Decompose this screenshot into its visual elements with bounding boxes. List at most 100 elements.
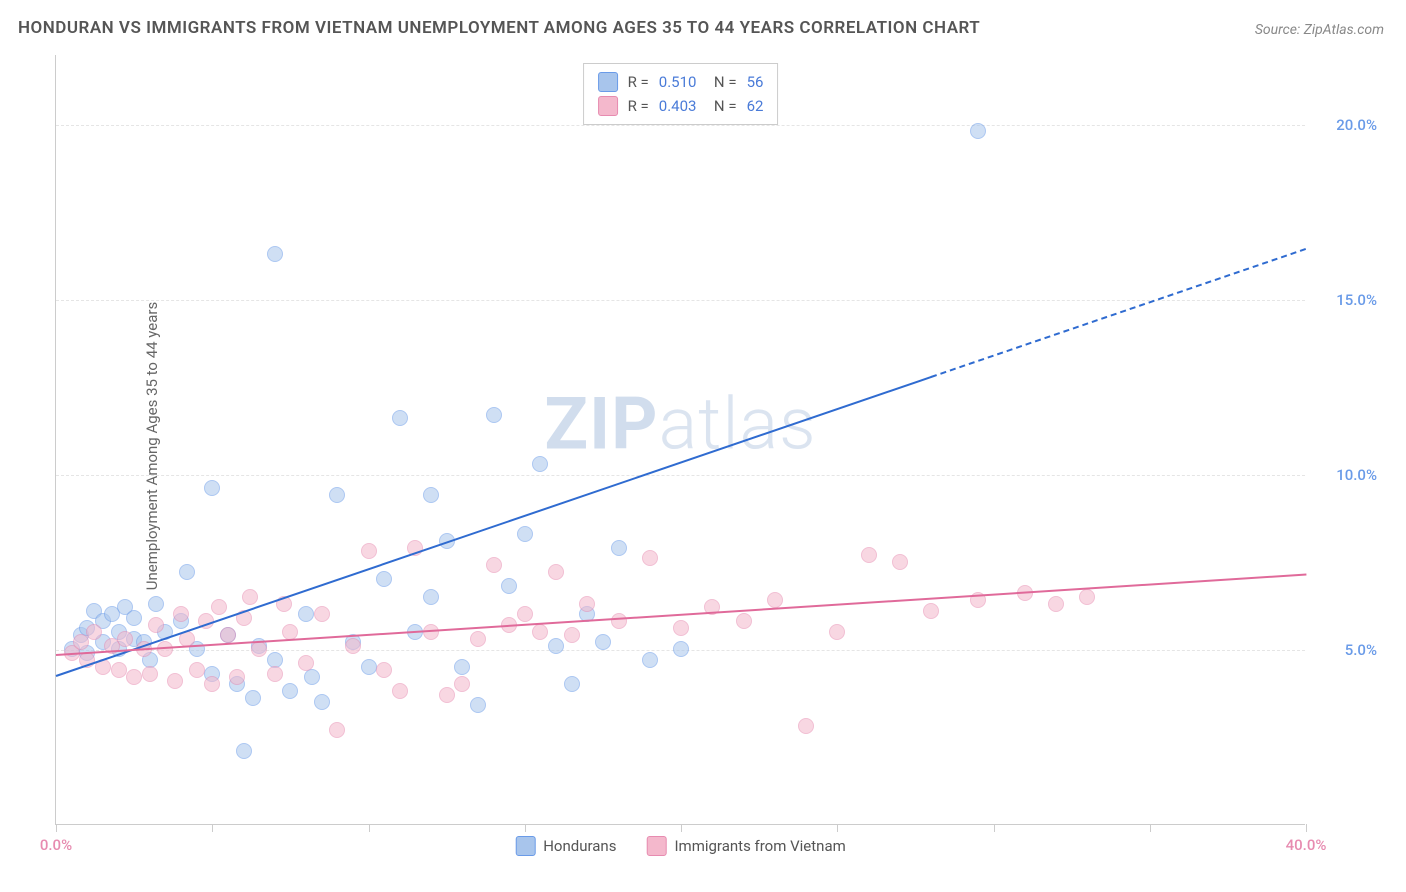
legend-swatch [646,836,666,856]
scatter-point [142,666,158,682]
legend-swatch [515,836,535,856]
scatter-point [486,407,502,423]
scatter-point [595,634,611,650]
stats-n-value: 56 [747,70,764,94]
x-tick [681,824,682,832]
stats-r-value: 0.403 [659,94,697,118]
scatter-point [304,669,320,685]
plot-area: 5.0%10.0%15.0%20.0%0.0%40.0%ZIPatlasR = … [55,55,1305,825]
stats-r-value: 0.510 [659,70,697,94]
gridline [56,475,1305,476]
scatter-point [204,480,220,496]
stats-r-label: R = [628,70,649,94]
scatter-point [282,683,298,699]
stats-row: R = 0.510 N = 56 [598,70,764,94]
stats-box: R = 0.510 N = 56R = 0.403 N = 62 [583,63,779,125]
scatter-point [923,603,939,619]
scatter-point [470,697,486,713]
stats-n-label: N = [706,94,736,118]
scatter-point [532,624,548,640]
scatter-point [861,547,877,563]
chart-title: HONDURAN VS IMMIGRANTS FROM VIETNAM UNEM… [18,18,980,38]
scatter-point [439,687,455,703]
x-tick [837,824,838,832]
source-attribution: Source: ZipAtlas.com [1255,22,1384,38]
scatter-point [251,641,267,657]
scatter-point [892,554,908,570]
scatter-point [179,564,195,580]
scatter-point [126,669,142,685]
scatter-point [86,624,102,640]
scatter-point [767,592,783,608]
scatter-point [173,606,189,622]
y-tick-label: 10.0% [1336,466,1377,484]
scatter-point [189,662,205,678]
scatter-point [829,624,845,640]
gridline [56,125,1305,126]
scatter-point [314,694,330,710]
y-tick-label: 20.0% [1336,116,1377,134]
stats-row: R = 0.403 N = 62 [598,94,764,118]
scatter-point [298,606,314,622]
legend-item: Immigrants from Vietnam [646,836,845,856]
x-tick [525,824,526,832]
scatter-point [314,606,330,622]
x-tick-label: 0.0% [40,836,72,854]
scatter-point [1079,589,1095,605]
scatter-point [242,589,258,605]
stats-n-value: 62 [747,94,764,118]
stats-swatch [598,72,618,92]
scatter-point [423,487,439,503]
scatter-point [204,676,220,692]
scatter-point [470,631,486,647]
scatter-point [579,596,595,612]
scatter-point [564,676,580,692]
scatter-point [611,540,627,556]
scatter-point [211,599,227,615]
scatter-point [126,610,142,626]
scatter-point [167,673,183,689]
scatter-point [501,578,517,594]
y-tick-label: 15.0% [1336,291,1377,309]
scatter-point [111,662,127,678]
scatter-point [970,123,986,139]
scatter-point [532,456,548,472]
scatter-point [486,557,502,573]
scatter-point [117,631,133,647]
scatter-point [267,246,283,262]
trend-line [931,248,1307,378]
scatter-point [548,564,564,580]
scatter-point [392,683,408,699]
y-tick-label: 5.0% [1345,641,1377,659]
scatter-point [736,613,752,629]
scatter-point [282,624,298,640]
x-tick [1306,824,1307,832]
scatter-point [298,655,314,671]
scatter-point [148,596,164,612]
scatter-point [361,659,377,675]
scatter-point [220,627,236,643]
scatter-point [236,743,252,759]
scatter-point [564,627,580,643]
legend: Hondurans Immigrants from Vietnam [515,836,846,856]
scatter-point [673,620,689,636]
scatter-point [548,638,564,654]
scatter-point [517,526,533,542]
stats-n-label: N = [706,70,736,94]
scatter-point [798,718,814,734]
legend-label: Immigrants from Vietnam [674,837,845,855]
scatter-point [376,662,392,678]
scatter-point [454,676,470,692]
scatter-point [376,571,392,587]
scatter-point [423,589,439,605]
stats-r-label: R = [628,94,649,118]
scatter-point [1048,596,1064,612]
scatter-point [329,487,345,503]
scatter-point [267,666,283,682]
stats-swatch [598,96,618,116]
legend-item: Hondurans [515,836,616,856]
scatter-point [454,659,470,675]
scatter-point [673,641,689,657]
scatter-point [148,617,164,633]
x-tick [994,824,995,832]
